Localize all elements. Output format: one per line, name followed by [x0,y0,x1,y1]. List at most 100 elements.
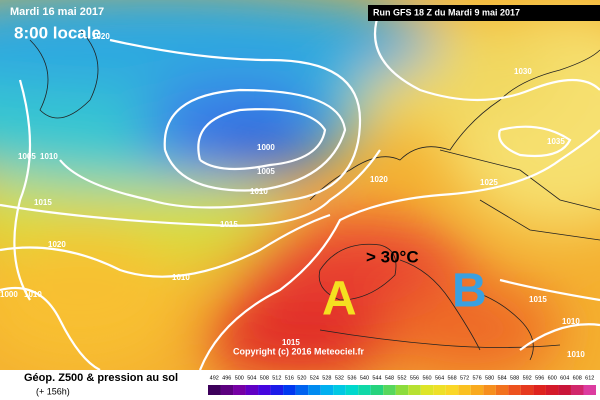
scale-swatch [520,385,534,395]
scale-swatch [295,385,309,395]
scale-swatch [470,385,484,395]
temperature-note: > 30°C [366,247,419,266]
coastline [29,29,99,119]
footer-title: Géop. Z500 & pression au sol [24,372,178,384]
isobar-label: 1010 [40,152,58,161]
scale-swatch [233,385,246,395]
coastline [399,259,534,361]
scale-label: 548 [385,375,394,381]
scale-label: 604 [560,375,569,381]
scale-swatch [308,385,321,395]
run-banner [368,5,600,21]
isobar-label: 1015 [282,338,300,347]
isobar-label: 1005 [257,167,275,176]
isobars [0,9,600,371]
scale-label: 500 [235,375,244,381]
isobar [0,213,331,278]
scale-swatch [445,385,459,395]
isobar [197,108,327,171]
scale-label: 572 [460,375,469,381]
zone-b: B [452,265,487,318]
isobar [0,286,101,371]
isobar-label: 1010 [172,273,190,282]
scale-label: 540 [360,375,369,381]
scale-label: 600 [548,375,557,381]
scale-label: 528 [322,375,331,381]
scale-swatch [383,385,396,395]
scale-swatch [345,385,359,395]
scale-swatch [283,385,296,395]
isobar-label: 1010 [562,317,580,326]
date: Mardi 16 mai 2017 [10,6,104,18]
isobar-label: 1025 [480,178,498,187]
scale-label: 536 [347,375,356,381]
scale-swatch [395,385,409,395]
copyright: Copyright (c) 2016 Meteociel.fr [233,346,365,356]
isobar-label: 1035 [547,137,565,146]
scale-swatch [358,385,371,395]
isobar [163,88,347,192]
scale-swatch [333,385,346,395]
scale-swatch [495,385,509,395]
scale-label: 520 [297,375,306,381]
isobar-label: 1010 [567,350,585,359]
isobar-label: 1010 [24,290,42,299]
scale-label: 592 [523,375,532,381]
isobar [498,125,572,158]
scale-swatch [483,385,496,395]
scale-label: 532 [335,375,344,381]
scale-label: 576 [473,375,482,381]
scale-swatch [320,385,334,395]
scale-label: 556 [410,375,419,381]
scale-label: 564 [435,375,444,381]
scale-swatch [570,385,584,395]
scale-swatch [420,385,434,395]
scale-label: 584 [498,375,507,381]
isobar [59,38,362,209]
scale-swatch [370,385,384,395]
coastline [318,243,397,301]
coastline [319,329,561,348]
isobar-label: 1015 [34,198,52,207]
scale-swatch [458,385,471,395]
isobar-label: 1020 [370,175,388,184]
local-time: 8:00 locale [14,23,101,42]
scale-label: 560 [422,375,431,381]
scale-label: 608 [573,375,582,381]
scale-label: 508 [260,375,269,381]
isobar-label: 1000 [0,290,18,299]
scale-label: 596 [535,375,544,381]
scale-label: 496 [222,375,231,381]
run-info: Run GFS 18 Z du Mardi 9 mai 2017 [373,7,520,17]
scale-label: 492 [210,375,219,381]
scale-label: 568 [447,375,456,381]
scale-label: 588 [510,375,519,381]
isobar [13,79,32,301]
scale-swatch [208,385,221,395]
scale-swatch [245,385,259,395]
scale-label: 504 [247,375,256,381]
scale-swatch [433,385,446,395]
isobar-label: 1020 [48,240,66,249]
scale-label: 524 [310,375,319,381]
scale-swatch [270,385,284,395]
isobar [373,9,600,102]
scale-swatch [558,385,571,395]
scale-label: 512 [272,375,281,381]
scale-swatch [583,385,596,395]
isobar-label: 1000 [257,143,275,152]
zone-a: A [322,273,357,326]
isobar-label: 1005 [18,152,36,161]
coastlines [29,29,600,361]
isobar [0,149,381,227]
isobar-label: 1015 [529,295,547,304]
coastline [309,49,600,201]
isobar [198,129,600,371]
scale-swatch [408,385,421,395]
scale-label: 612 [585,375,594,381]
scale-label: 516 [285,375,294,381]
isobar [499,278,600,351]
scale-swatch [533,385,546,395]
scale-swatch [508,385,521,395]
scale-label: 552 [397,375,406,381]
